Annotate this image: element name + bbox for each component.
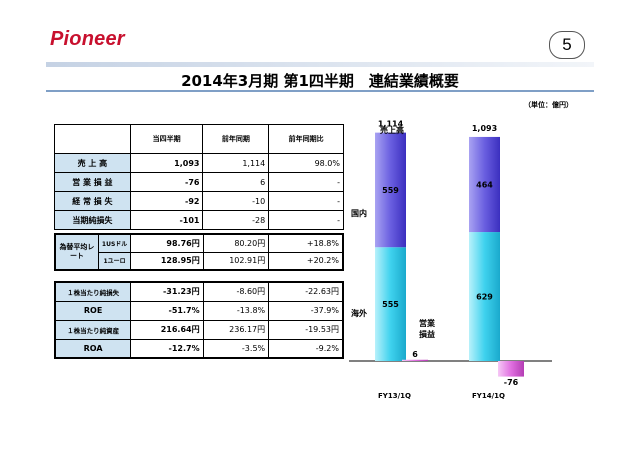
category-label: FY13/1Q: [378, 392, 411, 400]
unit-label: （単位：億円）: [524, 101, 573, 109]
op-income-value-label: 6: [412, 350, 418, 359]
total-value-label: 1,093: [472, 124, 497, 133]
col-current: 当四半期: [129, 124, 204, 154]
cell-cur: 128.95円: [130, 251, 204, 271]
cell-ratio: +20.2%: [268, 251, 344, 271]
row-label: １株当たり純損失: [54, 281, 132, 302]
table-row: １株当たり純損失 -31.23円 -8.60円 -22.63円: [54, 281, 344, 302]
total-value-label: 1,114: [378, 120, 404, 129]
fx-rate-table: 為替平均レート 1USドル 98.76円 80.20円 +18.8% 1ユーロ …: [54, 233, 344, 271]
row-label: 営 業 損 益: [54, 172, 131, 192]
table-row: 経 常 損 失 -92 -10 -: [54, 191, 344, 211]
page-title: 2014年3月期 第1四半期 連結業績概要: [181, 72, 459, 90]
domestic-bar: [375, 132, 406, 248]
op-income-value-label: -76: [504, 378, 519, 387]
row-label: 1ユーロ: [97, 251, 132, 271]
header-blank: [54, 124, 131, 154]
fx-group-label: 為替平均レート: [54, 233, 99, 271]
table-header-row: 当四半期 前年同期 前年同期比: [54, 124, 344, 154]
category-label: FY14/1Q: [472, 392, 505, 400]
op-income-annotation-line1: 営業: [419, 318, 436, 328]
header-gradient-bar: [46, 62, 594, 67]
table-row: ROE -51.7% -13.8% -37.9%: [54, 300, 344, 321]
domestic-annotation: 国内: [351, 208, 367, 218]
overseas-annotation: 海外: [351, 308, 367, 318]
table-row: ROA -12.7% -3.5% -9.2%: [54, 338, 344, 359]
title-bar: 2014年3月期 第1四半期 連結業績概要: [46, 67, 594, 92]
page-number: 5: [549, 31, 585, 59]
domestic-bar: [469, 136, 500, 233]
results-table: 当四半期 前年同期 前年同期比 売 上 高 1,093 1,114 98.0% …: [54, 124, 344, 230]
cell-cur: -101: [129, 210, 204, 230]
op-income-bar: [498, 361, 524, 377]
cell-cur: -31.23円: [130, 281, 204, 302]
chart-title: 売上高: [380, 125, 404, 135]
cell-prev: -28: [202, 210, 270, 230]
row-label: 当期純損失: [54, 210, 131, 230]
domestic-value-label: 464: [476, 180, 493, 189]
cell-ratio: -: [268, 210, 344, 230]
overseas-bar: [375, 247, 406, 361]
table-row: 営 業 損 益 -76 6 -: [54, 172, 344, 192]
overseas-value-label: 555: [382, 300, 399, 309]
op-income-bar: [402, 359, 428, 361]
cell-cur: -12.7%: [130, 338, 204, 359]
row-label: ROA: [54, 338, 132, 359]
overseas-bar: [469, 232, 500, 361]
table-row: 1ユーロ 128.95円 102.91円 +20.2%: [55, 251, 344, 271]
domestic-value-label: 559: [382, 186, 399, 195]
per-share-table: １株当たり純損失 -31.23円 -8.60円 -22.63円 ROE -51.…: [54, 281, 344, 359]
table-row: 為替平均レート 1USドル 98.76円 80.20円 +18.8%: [54, 233, 344, 271]
op-income-annotation-line2: 損益: [419, 329, 435, 339]
cell-ratio: -9.2%: [268, 338, 344, 359]
pioneer-logo: Pioneer: [50, 28, 125, 50]
col-ratio: 前年同期比: [268, 124, 344, 154]
overseas-value-label: 629: [476, 293, 493, 302]
table-row: １株当たり純資産 216.64円 236.17円 -19.53円: [54, 319, 344, 340]
table-row: 当期純損失 -101 -28 -: [54, 210, 344, 230]
